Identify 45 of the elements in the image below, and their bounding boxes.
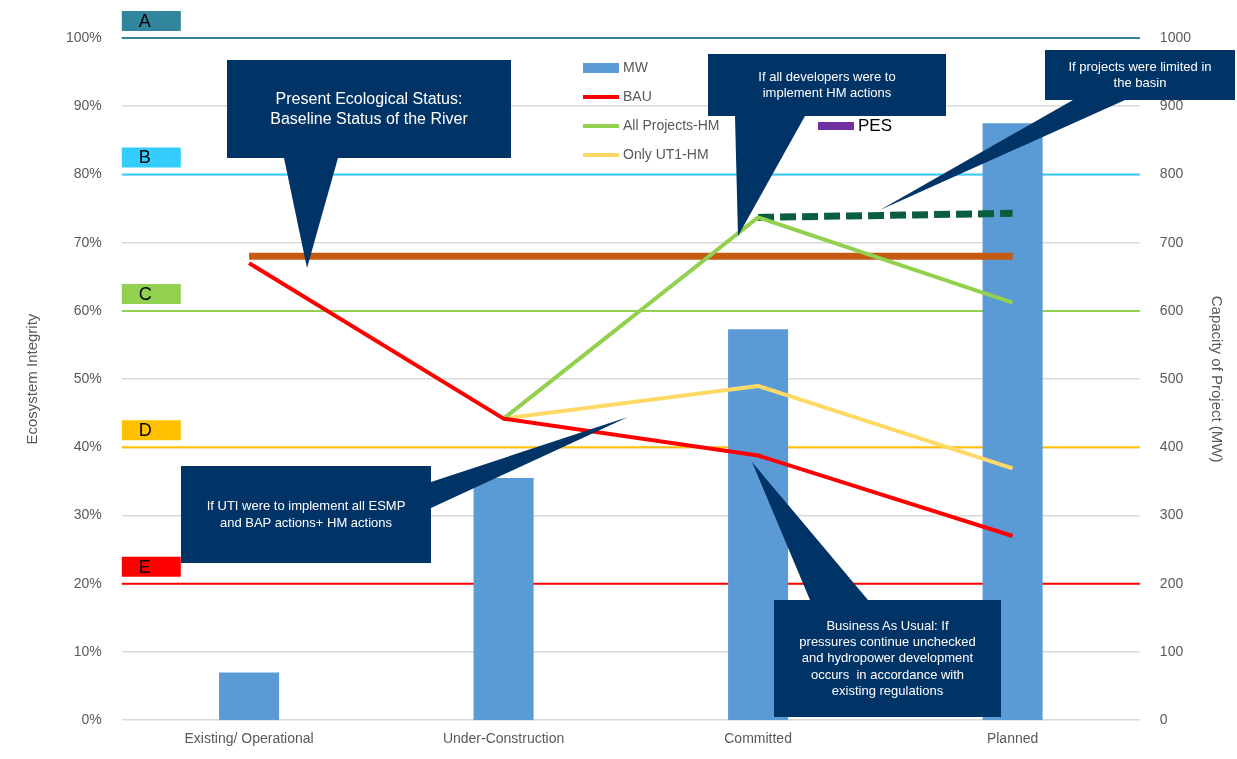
legend-label: All Projects-HM — [623, 116, 720, 133]
legend-label: PES — [858, 115, 893, 135]
y-tick-label: 100% — [65, 28, 102, 45]
x-tick-label: Existing/ Operational — [184, 730, 314, 747]
ref-line-label: D — [138, 420, 152, 441]
y-tick-label: 70% — [73, 233, 102, 250]
y-tick-label: 60% — [73, 301, 102, 318]
y2-tick-label: 100 — [1159, 642, 1184, 659]
ref-line-label: C — [138, 283, 152, 304]
annotation: If projects were limited in the basin — [1067, 58, 1213, 92]
annotation: Business As Usual: If pressures continue unchecked and hydropower development occurs in accordance with existing regulations — [798, 617, 977, 700]
y-axis-title: Ecosystem Integrity — [23, 313, 41, 445]
y-tick-label: 50% — [73, 369, 102, 386]
x-tick-label: Planned — [986, 730, 1039, 747]
y2-tick-label: 1000 — [1159, 28, 1192, 45]
annotation: If all developers were to implement HM actions — [757, 68, 897, 102]
y2-tick-label: 500 — [1159, 369, 1184, 386]
y2-tick-label: 800 — [1159, 165, 1184, 182]
y2-tick-label: 900 — [1159, 97, 1184, 114]
y2-tick-label: 200 — [1159, 574, 1184, 591]
legend-label: Only UT1-HM — [623, 145, 709, 162]
y2-tick-label: 600 — [1159, 301, 1184, 318]
ref-line-label: E — [138, 556, 151, 577]
annotation: If UTI were to implement all ESMP and BAP actions+ HM actions — [205, 498, 407, 531]
y-tick-label: 10% — [73, 642, 102, 659]
y-tick-label: 80% — [73, 165, 102, 182]
ref-line-label: A — [138, 10, 151, 31]
legend-label: MW — [623, 58, 649, 75]
ref-line-label: B — [138, 147, 151, 168]
x-tick-label: Committed — [724, 730, 792, 747]
y-tick-label: 40% — [73, 438, 102, 455]
y-tick-label: 0% — [81, 711, 102, 728]
y-tick-label: 30% — [73, 506, 102, 523]
y-tick-label: 90% — [73, 97, 102, 114]
y2-tick-label: 0 — [1159, 711, 1168, 728]
x-tick-label: Under-Construction — [442, 730, 565, 747]
bar — [219, 672, 280, 721]
y2-axis-title: Capacity of Project (MW) — [1208, 295, 1226, 463]
legend-label: BAU — [623, 87, 652, 104]
bar — [473, 478, 534, 721]
annotation: Present Ecological Status: Baseline Status of the River — [269, 89, 469, 129]
y2-tick-label: 400 — [1159, 438, 1184, 455]
y2-tick-label: 700 — [1159, 233, 1184, 250]
y-tick-label: 20% — [73, 574, 102, 591]
y2-tick-label: 300 — [1159, 506, 1184, 523]
